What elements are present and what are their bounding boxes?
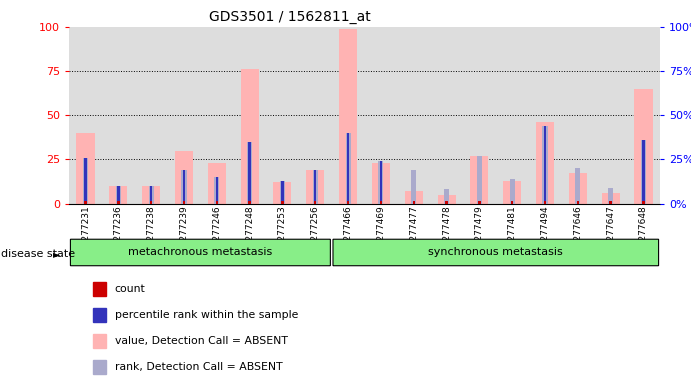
Bar xyxy=(109,186,127,204)
Bar xyxy=(503,180,521,204)
Bar xyxy=(577,201,579,204)
Text: value, Detection Call = ABSENT: value, Detection Call = ABSENT xyxy=(115,336,287,346)
Bar xyxy=(544,201,546,204)
Bar xyxy=(182,170,187,204)
Text: ►: ► xyxy=(53,249,60,259)
Bar xyxy=(280,180,285,204)
Bar xyxy=(397,27,430,204)
Bar xyxy=(281,180,283,204)
Bar xyxy=(214,177,219,204)
Bar xyxy=(536,122,554,204)
Bar xyxy=(247,142,252,204)
Bar xyxy=(510,179,515,204)
Text: percentile rank within the sample: percentile rank within the sample xyxy=(115,310,298,320)
Bar xyxy=(430,27,463,204)
Bar xyxy=(380,201,382,204)
Bar xyxy=(411,170,416,204)
Bar xyxy=(634,89,652,204)
Bar xyxy=(471,156,489,204)
Bar xyxy=(135,27,167,204)
Text: disease state: disease state xyxy=(1,249,75,259)
Bar xyxy=(314,170,316,204)
Bar xyxy=(208,163,226,204)
Bar xyxy=(347,201,349,204)
Bar xyxy=(627,27,660,204)
Bar xyxy=(313,170,318,204)
Bar xyxy=(93,282,106,296)
Bar xyxy=(216,201,218,204)
Bar xyxy=(93,360,106,374)
Bar xyxy=(240,69,258,204)
Bar xyxy=(183,201,185,204)
Bar xyxy=(495,27,529,204)
Text: metachronous metastasis: metachronous metastasis xyxy=(129,247,272,257)
Bar xyxy=(69,27,102,204)
Bar xyxy=(594,27,627,204)
Bar xyxy=(544,126,546,204)
Bar xyxy=(183,170,185,204)
Bar xyxy=(413,201,415,204)
Bar xyxy=(142,186,160,204)
Bar xyxy=(477,156,482,204)
Bar xyxy=(332,27,364,204)
Bar xyxy=(609,201,612,204)
Bar xyxy=(339,29,357,204)
Bar xyxy=(608,188,613,204)
Bar xyxy=(561,27,594,204)
Bar xyxy=(83,157,88,204)
Bar xyxy=(249,142,251,204)
Bar xyxy=(347,133,349,204)
Bar xyxy=(233,27,266,204)
Bar xyxy=(511,201,513,204)
Bar xyxy=(529,27,561,204)
Bar xyxy=(346,133,350,204)
Bar xyxy=(643,201,645,204)
Bar xyxy=(314,201,316,204)
FancyBboxPatch shape xyxy=(333,239,659,266)
Bar xyxy=(150,186,152,204)
Text: GDS3501 / 1562811_at: GDS3501 / 1562811_at xyxy=(209,10,371,23)
Bar xyxy=(641,140,646,204)
Bar xyxy=(306,170,324,204)
Bar xyxy=(84,157,86,204)
Bar xyxy=(569,174,587,204)
Bar xyxy=(463,27,495,204)
Bar xyxy=(274,182,292,204)
Bar xyxy=(266,27,299,204)
Bar xyxy=(299,27,332,204)
Bar xyxy=(249,201,251,204)
Bar xyxy=(478,201,480,204)
Bar xyxy=(102,27,135,204)
Bar xyxy=(117,201,120,204)
Text: synchronous metastasis: synchronous metastasis xyxy=(428,247,563,257)
Bar xyxy=(405,191,423,204)
Bar xyxy=(364,27,397,204)
Bar xyxy=(84,201,86,204)
Bar xyxy=(150,201,152,204)
Bar xyxy=(576,168,580,204)
Bar xyxy=(93,334,106,348)
Bar xyxy=(93,308,106,322)
Bar xyxy=(602,193,620,204)
Bar xyxy=(117,186,120,204)
Bar xyxy=(200,27,233,204)
Bar xyxy=(437,195,455,204)
Bar xyxy=(446,201,448,204)
Text: count: count xyxy=(115,285,145,295)
Bar xyxy=(542,126,547,204)
Bar xyxy=(372,163,390,204)
Bar xyxy=(444,189,449,204)
Bar xyxy=(77,133,95,204)
Bar xyxy=(281,201,283,204)
Text: rank, Detection Call = ABSENT: rank, Detection Call = ABSENT xyxy=(115,362,282,372)
Bar xyxy=(216,177,218,204)
Bar xyxy=(643,140,645,204)
Bar xyxy=(149,186,153,204)
Bar xyxy=(380,161,382,204)
Bar xyxy=(175,151,193,204)
Bar xyxy=(116,186,121,204)
Bar xyxy=(379,161,384,204)
FancyBboxPatch shape xyxy=(70,239,330,266)
Bar xyxy=(167,27,200,204)
